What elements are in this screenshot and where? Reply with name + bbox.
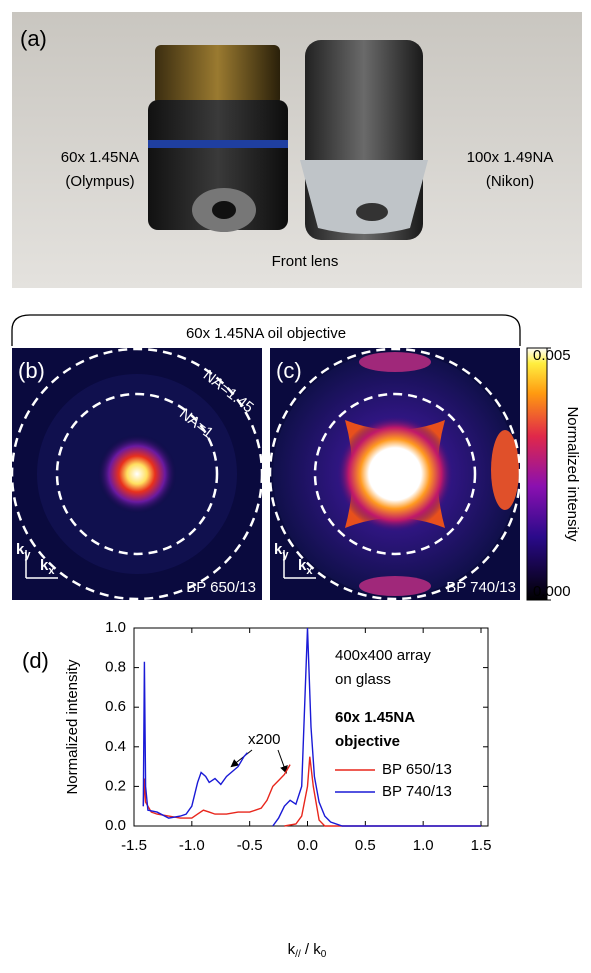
x-tick-label: 0.0 xyxy=(297,837,318,854)
annotation: 400x400 array xyxy=(335,647,431,664)
colorbar-tick-label: 0.005 xyxy=(533,347,571,364)
y-tick-label: 0.8 xyxy=(105,659,126,676)
x-tick-label: -0.5 xyxy=(237,837,263,854)
y-axis-label: Normalized intensity xyxy=(64,659,81,795)
annotation: 60x 1.45NA xyxy=(335,709,415,726)
filter-label: BP 650/13 xyxy=(186,579,256,596)
lens-label: (Olympus) xyxy=(65,173,134,190)
y-tick-label: 0.4 xyxy=(105,738,126,755)
sub: x xyxy=(48,565,55,577)
colorbar-tick-label: 0.000 xyxy=(533,583,571,600)
caption: Front lens xyxy=(272,253,339,270)
x-tick-label: -1.5 xyxy=(121,837,147,854)
bracket-label: 60x 1.45NA oil objective xyxy=(186,325,346,342)
panel-label: (a) xyxy=(20,26,47,51)
x-axis-label: k// / k0 xyxy=(288,941,327,960)
arrow xyxy=(232,750,252,766)
x-tick-label: 1.0 xyxy=(413,837,434,854)
panel-label: (c) xyxy=(276,358,302,383)
y-tick-label: 0.0 xyxy=(105,817,126,834)
image-c xyxy=(270,348,520,600)
sub: 0 xyxy=(321,949,327,960)
y-tick-label: 0.2 xyxy=(105,777,126,794)
sub: y xyxy=(24,549,31,561)
scale-note: x200 xyxy=(248,731,281,748)
panel-label: (b) xyxy=(18,358,45,383)
x-tick-label: 0.5 xyxy=(355,837,376,854)
x-tick-label: 1.5 xyxy=(471,837,492,854)
annotation: on glass xyxy=(335,671,391,688)
colorbar-label: Normalized intensity xyxy=(564,406,581,542)
x-tick-label: -1.0 xyxy=(179,837,205,854)
lens-label: 100x 1.49NA xyxy=(467,149,554,166)
panel-label: (d) xyxy=(22,648,49,673)
arrow xyxy=(278,750,286,772)
filter-label: BP 740/13 xyxy=(446,579,516,596)
sub: x xyxy=(306,565,313,577)
figure: (a) 60x 1.45NA (Olympus) 100x 1.49NA (Ni… xyxy=(0,0,591,973)
y-tick-label: 1.0 xyxy=(105,619,126,636)
lens-label: 60x 1.45NA xyxy=(61,149,139,166)
colorbar xyxy=(527,348,547,600)
legend-label: BP 650/13 xyxy=(382,761,452,778)
lens-label: (Nikon) xyxy=(486,173,534,190)
annotation: objective xyxy=(335,733,400,750)
y-tick-label: 0.6 xyxy=(105,698,126,715)
legend-label: BP 740/13 xyxy=(382,783,452,800)
sub: y xyxy=(282,549,289,561)
k: / k xyxy=(301,941,322,958)
